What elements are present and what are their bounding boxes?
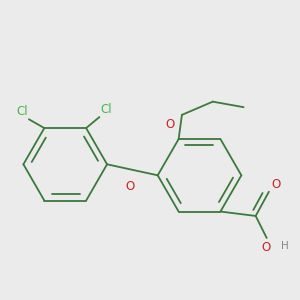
Text: Cl: Cl (16, 105, 28, 118)
Text: Cl: Cl (100, 103, 112, 116)
Text: H: H (281, 241, 289, 251)
Text: O: O (261, 241, 270, 254)
Text: O: O (271, 178, 280, 190)
Text: O: O (126, 180, 135, 193)
Text: O: O (166, 118, 175, 131)
